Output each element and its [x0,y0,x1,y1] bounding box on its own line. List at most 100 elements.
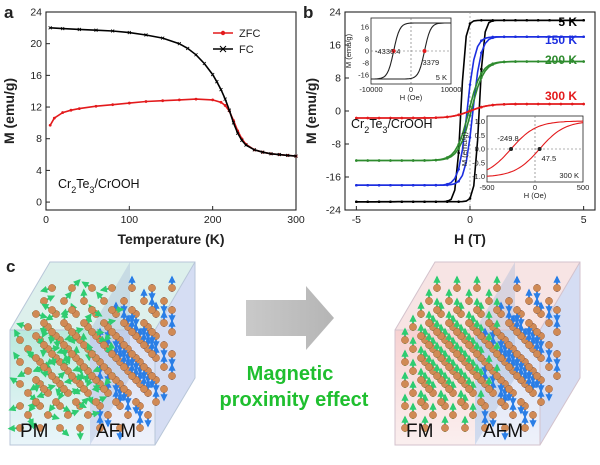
atom [40,341,48,349]
atom [148,350,156,358]
fc-point [210,72,215,77]
loop-point [377,116,381,120]
atom [533,284,541,292]
atom [433,306,441,314]
coercive-point [422,49,427,53]
loop-point [445,115,449,119]
atom [493,328,501,336]
atom [505,319,513,327]
fc-point [202,61,207,66]
atom [36,424,44,432]
atom [128,306,136,314]
loop-point [355,116,358,120]
loop-point [389,159,392,162]
atom [409,389,417,397]
y-tick-label: 4 [36,165,42,177]
atom [513,306,521,314]
loop-point [468,109,472,113]
loop-point [536,60,540,63]
atom [473,328,481,336]
loop-point [548,60,551,63]
loop-point [400,159,404,162]
atom [64,411,72,419]
atom [124,411,132,419]
atom [16,424,24,432]
inset-x-title: H (Oe) [400,93,423,102]
atom [52,398,60,406]
loop-point [423,200,426,204]
atom [525,297,533,305]
coercive-point [537,147,542,151]
atom [461,424,469,432]
y-tick-label: 0 [335,106,341,118]
atom [148,306,156,314]
atom [108,372,116,380]
atom [120,363,128,371]
inset-300k: -500 0 500 -1.0 -0.5 0.0 0.5 1.0 H (Oe) M (emu/g)… [460,115,589,200]
atom [128,350,136,358]
atom [40,385,48,393]
zfc-point [194,97,198,101]
fc-point [235,131,240,135]
inset-y-tick-label: -16 [358,71,369,80]
y-axis-title-b: M (emu/g) [303,78,319,144]
y-tick-label: 20 [30,38,42,50]
atom [493,306,501,314]
loop-point [445,156,449,159]
atom [453,328,461,336]
panel-label-c: c [6,257,15,276]
atom [40,297,48,305]
atom [433,284,441,292]
atom [409,345,417,353]
fc-point [269,151,273,156]
atom [120,385,128,393]
zfc-point [48,123,52,127]
loop-point [400,183,404,187]
atom [148,372,156,380]
atom [80,319,88,327]
atom [545,319,553,327]
loop-point [434,158,438,162]
loop-point [457,180,460,183]
loop-point [502,35,506,39]
fc-point [260,150,265,154]
y-tick-label: 12 [30,102,42,114]
inset-x-tick-label: 0 [409,85,413,94]
atom [68,350,76,358]
loop-point [491,35,495,39]
atom [453,306,461,314]
y-tick-label: 16 [329,40,341,52]
x-tick-label: -5 [352,214,361,226]
inset-y-tick-label: 1.0 [475,117,485,126]
zfc-point [61,111,65,114]
legend-fc-label: FC [239,44,254,56]
schematic-panel: PM AFM Magnetic proximity effect FM AFM [7,261,581,446]
atom [545,385,553,393]
inset-temp-label: 5 K [436,73,447,82]
atom [489,411,497,419]
loop-point [457,151,460,155]
zfc-point [211,98,215,102]
loop-point [457,200,460,204]
fc-point [215,79,219,84]
inset-loop-down [371,22,451,80]
effect-line-2: proximity effect [220,389,369,411]
loop-point [502,60,506,64]
x-axis-title-b: H (T) [454,231,486,247]
atom [525,319,533,327]
loop-point [445,182,449,186]
atom [401,380,409,388]
fc-point [110,29,115,33]
atom [16,358,24,366]
atom [545,297,553,305]
loop-point [570,18,574,22]
inset-y-tick-label: -8 [362,59,369,68]
right-block: FM AFM [394,261,581,446]
atom [108,306,116,314]
loop-point [480,76,483,79]
loop-point [525,18,529,22]
fc-point [144,33,148,37]
atom [24,323,32,331]
atom [425,363,433,371]
atom [60,319,68,327]
